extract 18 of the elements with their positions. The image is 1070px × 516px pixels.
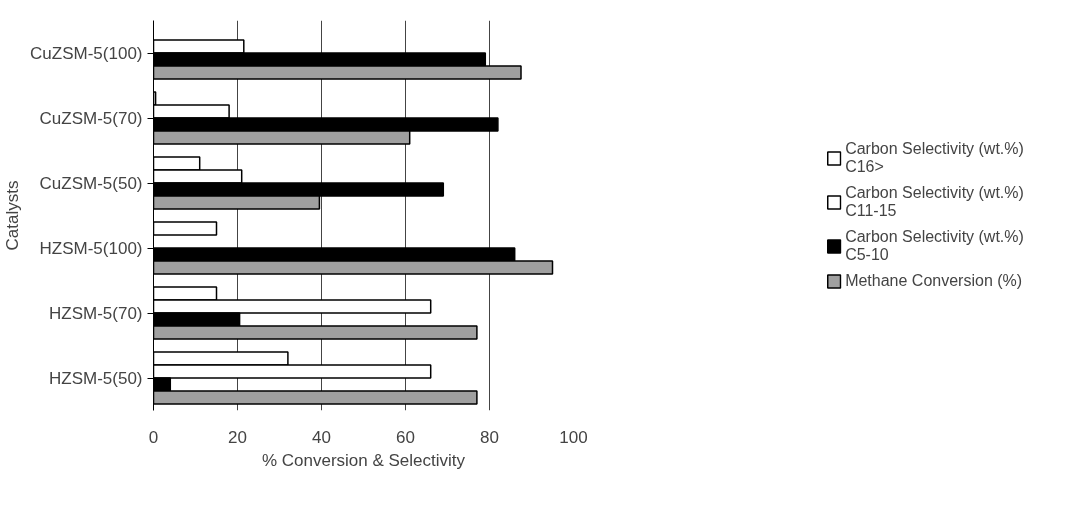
legend-label: Carbon Selectivity (wt.%) C16> — [845, 140, 1024, 176]
x-tick-label: 0 — [148, 427, 159, 447]
y-tick-label: HZSM-5(50) — [48, 368, 143, 388]
x-tick-label: 100 — [559, 427, 588, 447]
y-tick-label: HZSM-5(100) — [39, 238, 143, 258]
x-tick-label: 20 — [228, 427, 247, 447]
y-tick-label: CuZSM-5(100) — [30, 43, 143, 63]
legend-label: Carbon Selectivity (wt.%) C11-15 — [845, 184, 1024, 220]
x-tick-label: 40 — [312, 427, 331, 447]
legend-label: Methane Conversion (%) — [845, 272, 1023, 290]
y-tick-label: HZSM-5(70) — [48, 303, 143, 323]
x-axis-title: % Conversion & Selectivity — [261, 450, 466, 470]
y-tick-label: CuZSM-5(50) — [39, 173, 143, 193]
x-tick-label: 80 — [480, 427, 499, 447]
y-axis-title: Catalysts — [3, 180, 23, 251]
y-tick-label: CuZSM-5(70) — [39, 108, 143, 128]
x-tick-label: 60 — [396, 427, 415, 447]
legend-label: Carbon Selectivity (wt.%) C5-10 — [845, 228, 1024, 264]
